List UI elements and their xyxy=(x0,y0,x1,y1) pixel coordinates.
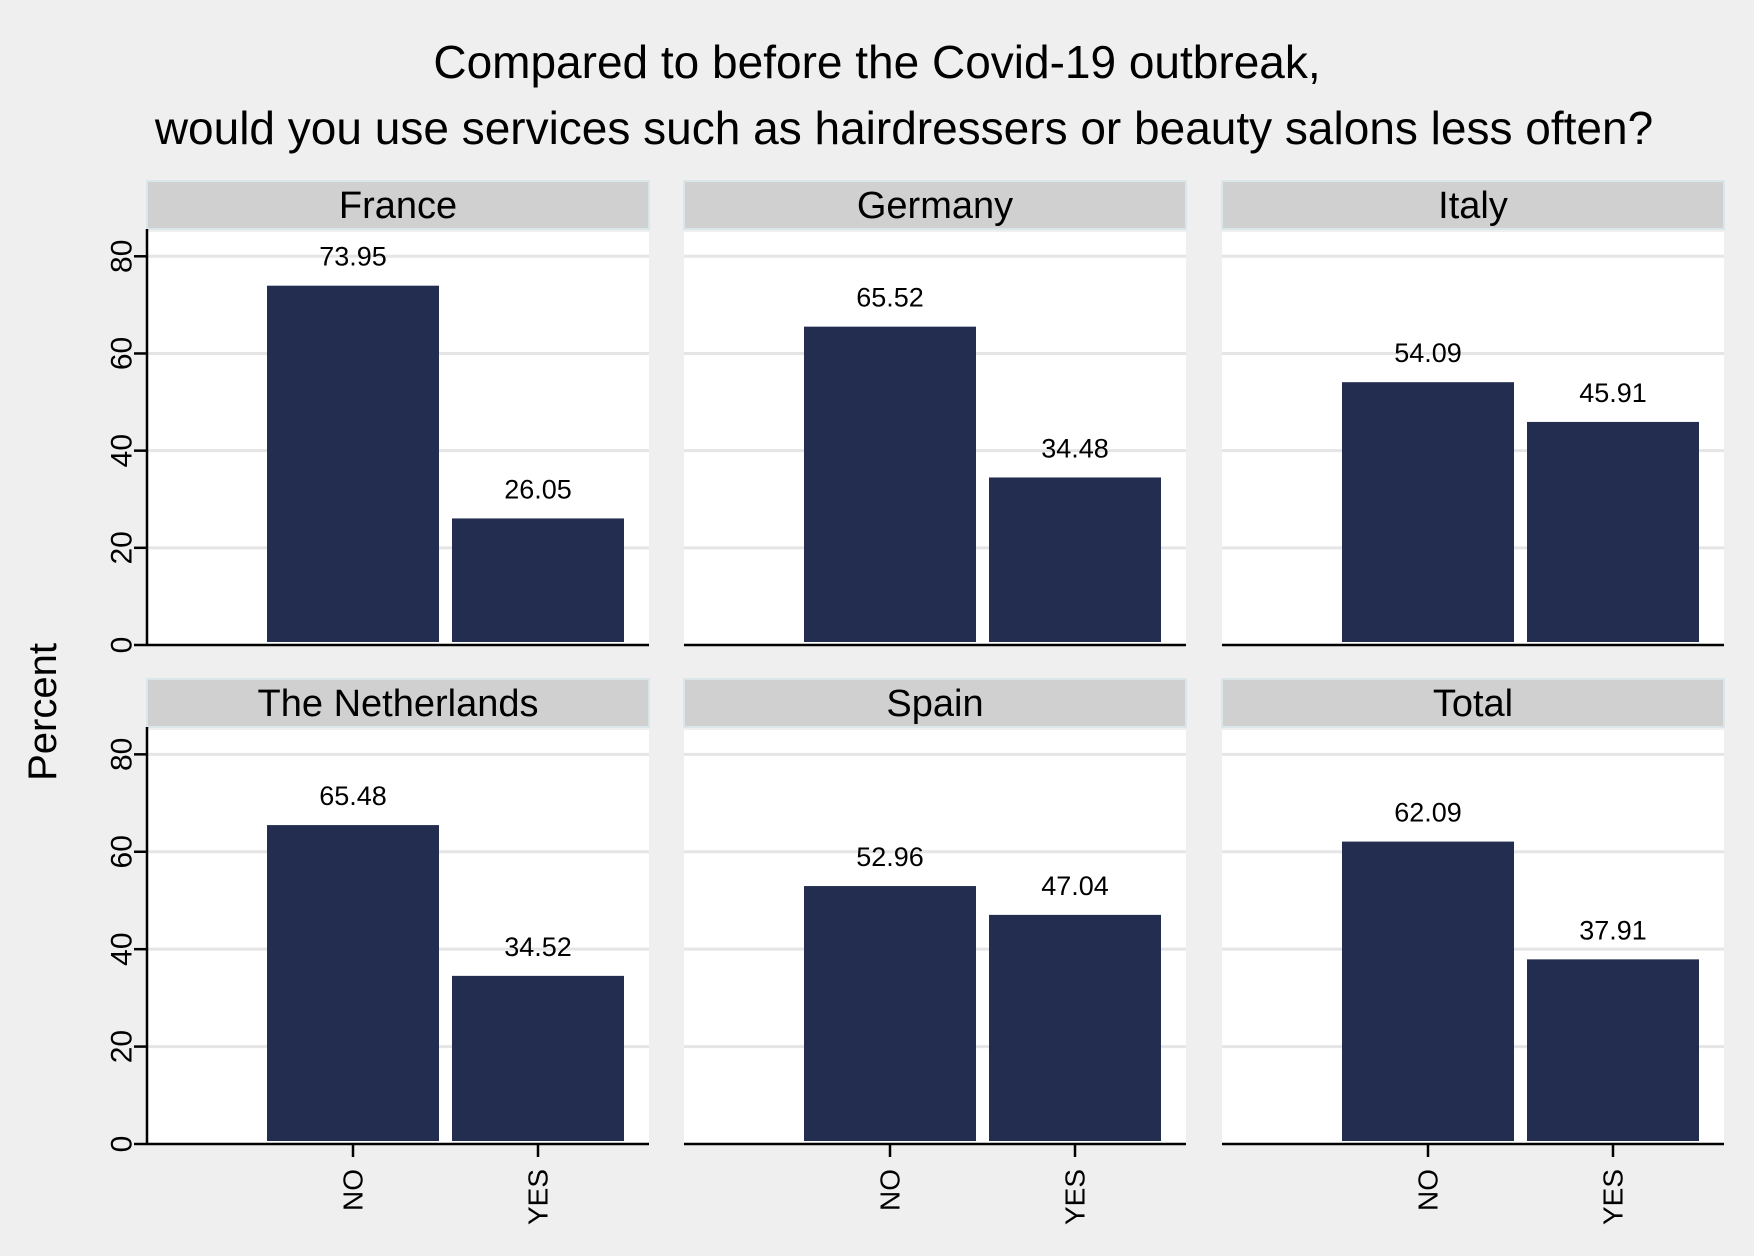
y-tick-label: 40 xyxy=(106,932,139,965)
bar-no xyxy=(1342,841,1514,1141)
data-label: 37.91 xyxy=(1579,915,1647,945)
y-tick-label: 0 xyxy=(106,1136,139,1153)
bar-yes xyxy=(1527,959,1699,1141)
bar-no xyxy=(267,825,439,1141)
strip-label: Spain xyxy=(886,683,983,725)
x-category-label: YES xyxy=(1060,1169,1091,1225)
strip-label: Italy xyxy=(1438,185,1508,227)
data-label: 45.91 xyxy=(1579,378,1647,408)
strip-label: France xyxy=(339,185,457,227)
bar-no xyxy=(804,886,976,1141)
data-label: 65.48 xyxy=(319,781,387,811)
x-category-label: YES xyxy=(1598,1169,1629,1225)
panel-italy: Italy 54.09 45.91 xyxy=(1221,180,1725,647)
y-axis-title: Percent xyxy=(21,643,65,781)
strip-header xyxy=(683,180,1187,230)
data-label: 54.09 xyxy=(1394,338,1462,368)
strip-label: Germany xyxy=(857,185,1013,227)
y-tick-label: 20 xyxy=(106,531,139,564)
panel-the-netherlands: The Netherlands 65.48 34.52 0 20 40 60 80 NO YES xyxy=(106,678,650,1225)
bar-yes xyxy=(452,518,624,642)
bar-yes xyxy=(452,975,624,1141)
strip-header xyxy=(1221,180,1725,230)
bar-no xyxy=(804,326,976,642)
bar-no xyxy=(267,285,439,642)
y-tick-label: 60 xyxy=(106,835,139,868)
y-tick-label: 80 xyxy=(106,738,139,771)
panel-france: France 73.95 26.05 0 20 40 60 80 xyxy=(106,180,650,654)
y-tick-label: 20 xyxy=(106,1030,139,1063)
data-label: 34.52 xyxy=(504,932,572,962)
data-label: 62.09 xyxy=(1394,798,1462,828)
x-category-label: NO xyxy=(875,1169,906,1211)
bar-yes xyxy=(1527,421,1699,642)
x-category-label: NO xyxy=(338,1169,369,1211)
data-label: 34.48 xyxy=(1041,433,1109,463)
strip-header xyxy=(146,678,650,728)
panel-germany: Germany 65.52 34.48 xyxy=(683,180,1187,647)
bar-yes xyxy=(989,477,1161,642)
data-label: 47.04 xyxy=(1041,871,1109,901)
facet-panels: France 73.95 26.05 0 20 40 60 80 Germany 65.52 34.… xyxy=(106,180,1725,1225)
data-label: 65.52 xyxy=(856,283,924,313)
strip-header xyxy=(146,180,650,230)
data-label: 26.05 xyxy=(504,474,572,504)
strip-header xyxy=(683,678,1187,728)
panel-total: Total 62.09 37.91 NO YES xyxy=(1221,678,1725,1225)
panel-spain: Spain 52.96 47.04 NO YES xyxy=(683,678,1187,1225)
data-label: 52.96 xyxy=(856,842,924,872)
bar-yes xyxy=(989,914,1161,1141)
chart-title-line-1: Compared to before the Covid-19 outbreak… xyxy=(433,36,1320,88)
y-tick-label: 0 xyxy=(106,637,139,654)
bar-no xyxy=(1342,382,1514,642)
strip-label: The Netherlands xyxy=(258,683,539,725)
y-tick-label: 40 xyxy=(106,434,139,467)
x-category-label: YES xyxy=(523,1169,554,1225)
x-category-label: NO xyxy=(1413,1169,1444,1211)
strip-label: Total xyxy=(1433,683,1513,725)
y-tick-label: 60 xyxy=(106,337,139,370)
strip-header xyxy=(1221,678,1725,728)
y-tick-label: 80 xyxy=(106,240,139,273)
chart-title-line-2: would you use services such as hairdress… xyxy=(154,102,1653,154)
data-label: 73.95 xyxy=(319,242,387,272)
